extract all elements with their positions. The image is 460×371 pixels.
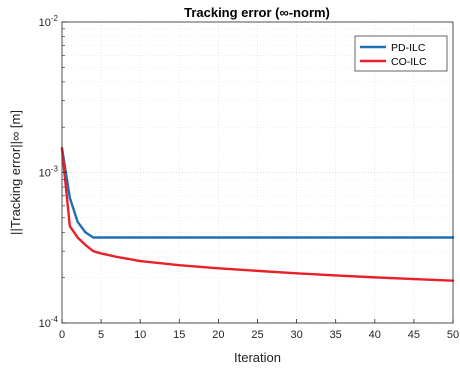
x-tick-label: 10 (134, 329, 146, 341)
series-layer (60, 147, 455, 282)
y-tick-label: 10-4 (39, 315, 59, 330)
x-tick-label: 5 (98, 329, 104, 341)
legend-label-pd-ilc: PD-ILC (391, 42, 426, 54)
ticks: 0 5 10 15 20 25 30 35 40 45 50 10-4 10-3 10-2 (39, 14, 460, 341)
x-axis-label: Iteration (234, 350, 281, 365)
series-line-co-ilc (60, 147, 455, 282)
y-tick-label: 10-2 (39, 14, 59, 29)
y-axis-label: ||Tracking error||∞ [m] (8, 110, 23, 235)
legend-box (354, 35, 448, 72)
legend-label-co-ilc: CO-ILC (391, 56, 427, 68)
y-tick-label: 10-3 (39, 165, 59, 180)
grid (61, 21, 454, 324)
x-tick-label: 40 (369, 329, 381, 341)
legend: PD-ILC CO-ILC (354, 35, 448, 72)
x-tick-label: 45 (408, 329, 420, 341)
series-line-pd-ilc (60, 147, 455, 239)
chart-title: Tracking error (∞-norm) (184, 5, 330, 20)
x-tick-label: 30 (290, 329, 302, 341)
x-tick-label: 0 (59, 329, 65, 341)
x-tick-label: 35 (330, 329, 342, 341)
x-tick-label: 15 (173, 329, 185, 341)
x-tick-label: 20 (212, 329, 224, 341)
x-tick-label: 25 (251, 329, 263, 341)
x-tick-label: 50 (447, 329, 459, 341)
